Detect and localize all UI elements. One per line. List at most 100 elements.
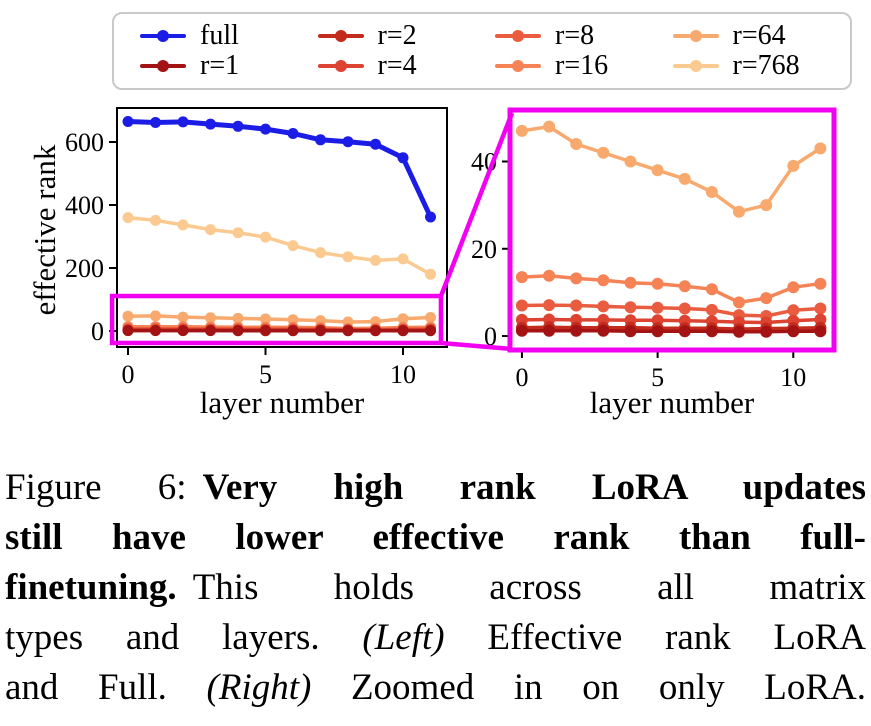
caption-text-segment: (Left) xyxy=(362,617,445,658)
caption-line-3: finetuning. This holds across all matrix xyxy=(5,563,866,613)
legend-item-r-768: r=768 xyxy=(672,51,851,81)
series-marker xyxy=(570,138,583,150)
series-marker xyxy=(624,155,637,168)
series-marker xyxy=(760,325,773,338)
series-marker xyxy=(678,325,691,338)
x-tick-label: 10 xyxy=(390,360,416,389)
series-marker xyxy=(515,271,528,284)
y-tick-label: 0 xyxy=(484,322,497,351)
y-tick-label: 200 xyxy=(65,254,104,283)
zoom-region-box xyxy=(109,293,444,346)
series-marker xyxy=(733,296,745,309)
series-marker xyxy=(232,227,244,239)
caption-text-segment: Zoomed in on only LoRA. xyxy=(311,667,866,708)
series-marker xyxy=(342,136,354,148)
caption-text-segment: still have lower effective rank than ful… xyxy=(5,517,866,558)
series-marker xyxy=(624,301,637,314)
series-marker xyxy=(122,310,134,322)
caption-text-segment: Effective rank LoRA xyxy=(444,617,866,658)
series-line-r-1 xyxy=(521,329,821,334)
legend-label: r=1 xyxy=(200,50,240,81)
legend-line-sample-icon xyxy=(672,30,719,42)
series-marker xyxy=(150,325,161,337)
series-marker xyxy=(122,116,134,127)
series-marker xyxy=(177,311,189,323)
legend-item-r-2: r=2 xyxy=(317,21,496,51)
series-marker xyxy=(814,313,827,326)
series-marker xyxy=(177,325,189,337)
series-marker xyxy=(260,325,271,337)
series-marker xyxy=(787,159,800,172)
x-tick-label: 5 xyxy=(259,360,272,389)
series-marker xyxy=(232,325,244,337)
series-marker xyxy=(150,117,161,128)
series-marker xyxy=(397,325,409,337)
series-marker xyxy=(425,312,436,323)
series-marker xyxy=(543,269,556,282)
series-marker xyxy=(814,325,827,338)
series-marker xyxy=(624,325,637,338)
series-marker xyxy=(570,324,583,337)
series-marker xyxy=(425,325,436,337)
series-marker xyxy=(543,324,556,337)
right-x-axis-label: layer number xyxy=(589,385,755,420)
series-marker xyxy=(205,224,216,236)
legend-line-sample-icon xyxy=(140,30,186,42)
series-marker xyxy=(425,268,436,280)
series-marker xyxy=(122,212,134,224)
caption-line-1: Figure 6: Very high rank LoRA updates xyxy=(5,463,866,513)
series-marker xyxy=(760,199,773,212)
chart-legend: full r=1 r=2 r=4 r=8 r=16 r=64 r=768 xyxy=(112,12,852,90)
series-marker xyxy=(397,152,409,164)
series-marker xyxy=(315,325,326,337)
legend-line-sample-icon xyxy=(140,60,186,72)
series-marker xyxy=(205,312,216,324)
series-marker xyxy=(814,302,827,315)
left-x-axis-label: layer number xyxy=(199,385,365,420)
caption-text-segment: types and layers. xyxy=(5,617,363,658)
legend-item-r-4: r=4 xyxy=(317,50,496,81)
legend-item-r-8: r=8 xyxy=(495,21,673,51)
plot-frame xyxy=(116,107,448,348)
legend-label: r=4 xyxy=(377,50,417,81)
series-marker xyxy=(232,120,244,132)
series-line-r-2 xyxy=(521,325,821,331)
series-marker xyxy=(397,313,409,325)
legend-line-sample-icon xyxy=(672,60,719,72)
legend-label: r=8 xyxy=(555,20,595,51)
series-marker xyxy=(597,324,610,337)
series-marker xyxy=(232,312,244,324)
series-marker xyxy=(515,124,528,137)
series-marker xyxy=(260,313,271,325)
series-marker xyxy=(150,310,161,322)
legend-item-r-1: r=1 xyxy=(140,51,318,81)
caption-line-2: still have lower effective rank than ful… xyxy=(5,513,866,563)
legend-label: r=16 xyxy=(555,50,609,81)
caption-text-segment: (Right) xyxy=(206,667,312,708)
figure-caption: Figure 6: Very high rank LoRA updates stil… xyxy=(0,463,871,713)
series-marker xyxy=(287,314,299,326)
legend-label: full xyxy=(200,20,239,51)
series-marker xyxy=(787,325,800,338)
series-marker xyxy=(705,325,718,338)
y-tick-label: 600 xyxy=(65,128,104,157)
legend-line-sample-icon xyxy=(495,30,541,42)
series-marker xyxy=(287,240,299,252)
y-tick-label: 0 xyxy=(91,317,104,346)
series-marker xyxy=(705,303,718,316)
series-marker xyxy=(705,283,718,296)
caption-text-segment: This holds across all matrix xyxy=(192,567,866,608)
series-marker xyxy=(597,274,610,287)
legend-marker-icon xyxy=(689,60,702,72)
caption-text-segment: Figure 6: xyxy=(5,467,187,508)
series-line-r-768 xyxy=(127,215,432,276)
series-marker xyxy=(624,276,637,289)
series-marker xyxy=(651,301,664,314)
series-marker xyxy=(705,186,718,198)
series-marker xyxy=(150,214,161,226)
series-marker xyxy=(260,231,271,243)
legend-line-sample-icon xyxy=(317,30,364,42)
series-marker xyxy=(515,324,528,337)
